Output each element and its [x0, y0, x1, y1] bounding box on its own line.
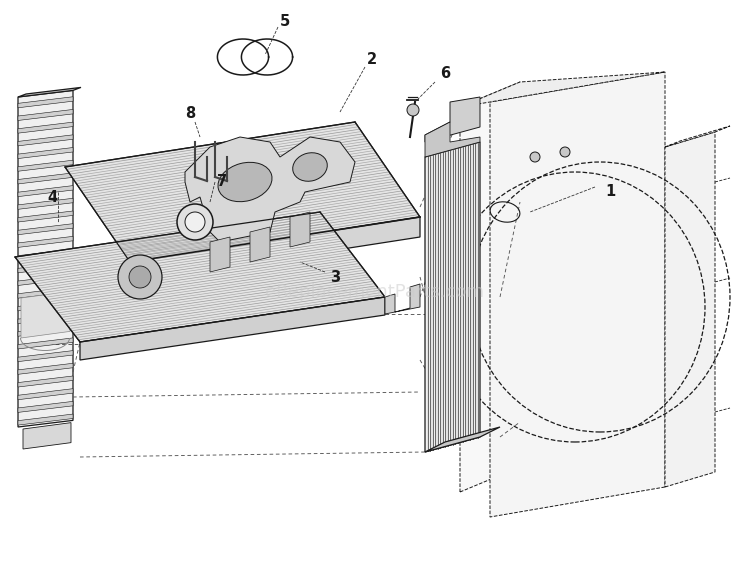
Polygon shape [18, 88, 81, 97]
Ellipse shape [218, 162, 272, 202]
Polygon shape [65, 122, 420, 262]
Polygon shape [460, 72, 665, 107]
Polygon shape [210, 237, 230, 272]
Polygon shape [15, 212, 385, 342]
Polygon shape [490, 72, 665, 517]
Polygon shape [18, 376, 73, 387]
Polygon shape [385, 284, 420, 314]
Polygon shape [18, 198, 73, 209]
Circle shape [129, 266, 151, 288]
Polygon shape [18, 402, 73, 412]
Polygon shape [425, 122, 480, 157]
Circle shape [118, 255, 162, 299]
Polygon shape [18, 97, 73, 108]
Polygon shape [18, 351, 73, 362]
Polygon shape [250, 227, 270, 262]
Polygon shape [18, 287, 73, 298]
Polygon shape [425, 142, 480, 452]
Polygon shape [18, 249, 73, 260]
Text: 6: 6 [440, 66, 450, 81]
Polygon shape [18, 160, 73, 171]
Text: 7: 7 [217, 174, 227, 189]
Polygon shape [18, 224, 73, 235]
Polygon shape [18, 325, 73, 336]
Polygon shape [130, 217, 420, 282]
Polygon shape [665, 132, 715, 487]
Polygon shape [425, 97, 480, 142]
Text: 1: 1 [604, 185, 615, 200]
Text: 8: 8 [184, 106, 195, 121]
Circle shape [185, 212, 205, 232]
Polygon shape [21, 291, 70, 338]
Polygon shape [18, 414, 73, 425]
Polygon shape [18, 109, 73, 121]
Polygon shape [18, 185, 73, 197]
Polygon shape [18, 338, 73, 349]
Polygon shape [665, 126, 730, 147]
Polygon shape [18, 122, 73, 133]
Circle shape [560, 147, 570, 157]
Text: eReplacementParts.com: eReplacementParts.com [266, 283, 484, 301]
Polygon shape [242, 39, 292, 75]
Polygon shape [23, 423, 71, 449]
Polygon shape [18, 363, 73, 374]
Polygon shape [18, 90, 73, 427]
Polygon shape [217, 39, 268, 75]
Polygon shape [18, 173, 73, 184]
Polygon shape [425, 427, 500, 452]
Polygon shape [18, 211, 73, 222]
Text: 5: 5 [280, 14, 290, 30]
Polygon shape [18, 148, 73, 158]
Text: 2: 2 [367, 53, 377, 67]
Circle shape [177, 204, 213, 240]
Circle shape [530, 152, 540, 162]
Polygon shape [185, 137, 355, 242]
Polygon shape [80, 297, 385, 360]
Text: 3: 3 [330, 269, 340, 284]
Polygon shape [460, 82, 520, 492]
Polygon shape [18, 236, 73, 248]
Polygon shape [18, 275, 73, 285]
Polygon shape [18, 388, 73, 400]
Polygon shape [18, 312, 73, 324]
Text: 4: 4 [47, 189, 57, 205]
Polygon shape [18, 262, 73, 273]
Polygon shape [18, 135, 73, 146]
Polygon shape [290, 212, 310, 247]
Ellipse shape [292, 153, 327, 181]
Polygon shape [18, 300, 73, 311]
Circle shape [407, 104, 419, 116]
